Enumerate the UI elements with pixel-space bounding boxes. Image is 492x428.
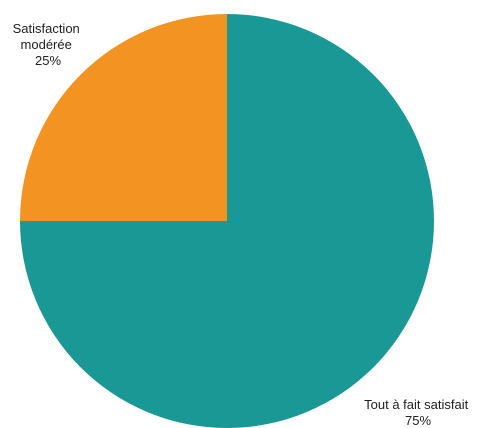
- pie-slices: [20, 14, 434, 428]
- slice-value-label: 75%: [405, 413, 431, 428]
- slice-label-line: Tout à fait satisfait: [364, 397, 468, 412]
- slice-value-label: 25%: [35, 53, 61, 68]
- slice-label-satisfaction-moderee: Satisfaction modérée 25%: [13, 21, 84, 68]
- slice-label-line: modérée: [21, 37, 72, 52]
- pie-slice-2: [20, 14, 227, 221]
- slice-label-line: Satisfaction: [13, 21, 80, 36]
- slice-label-tout-a-fait-satisfait: Tout à fait satisfait 75%: [364, 397, 472, 428]
